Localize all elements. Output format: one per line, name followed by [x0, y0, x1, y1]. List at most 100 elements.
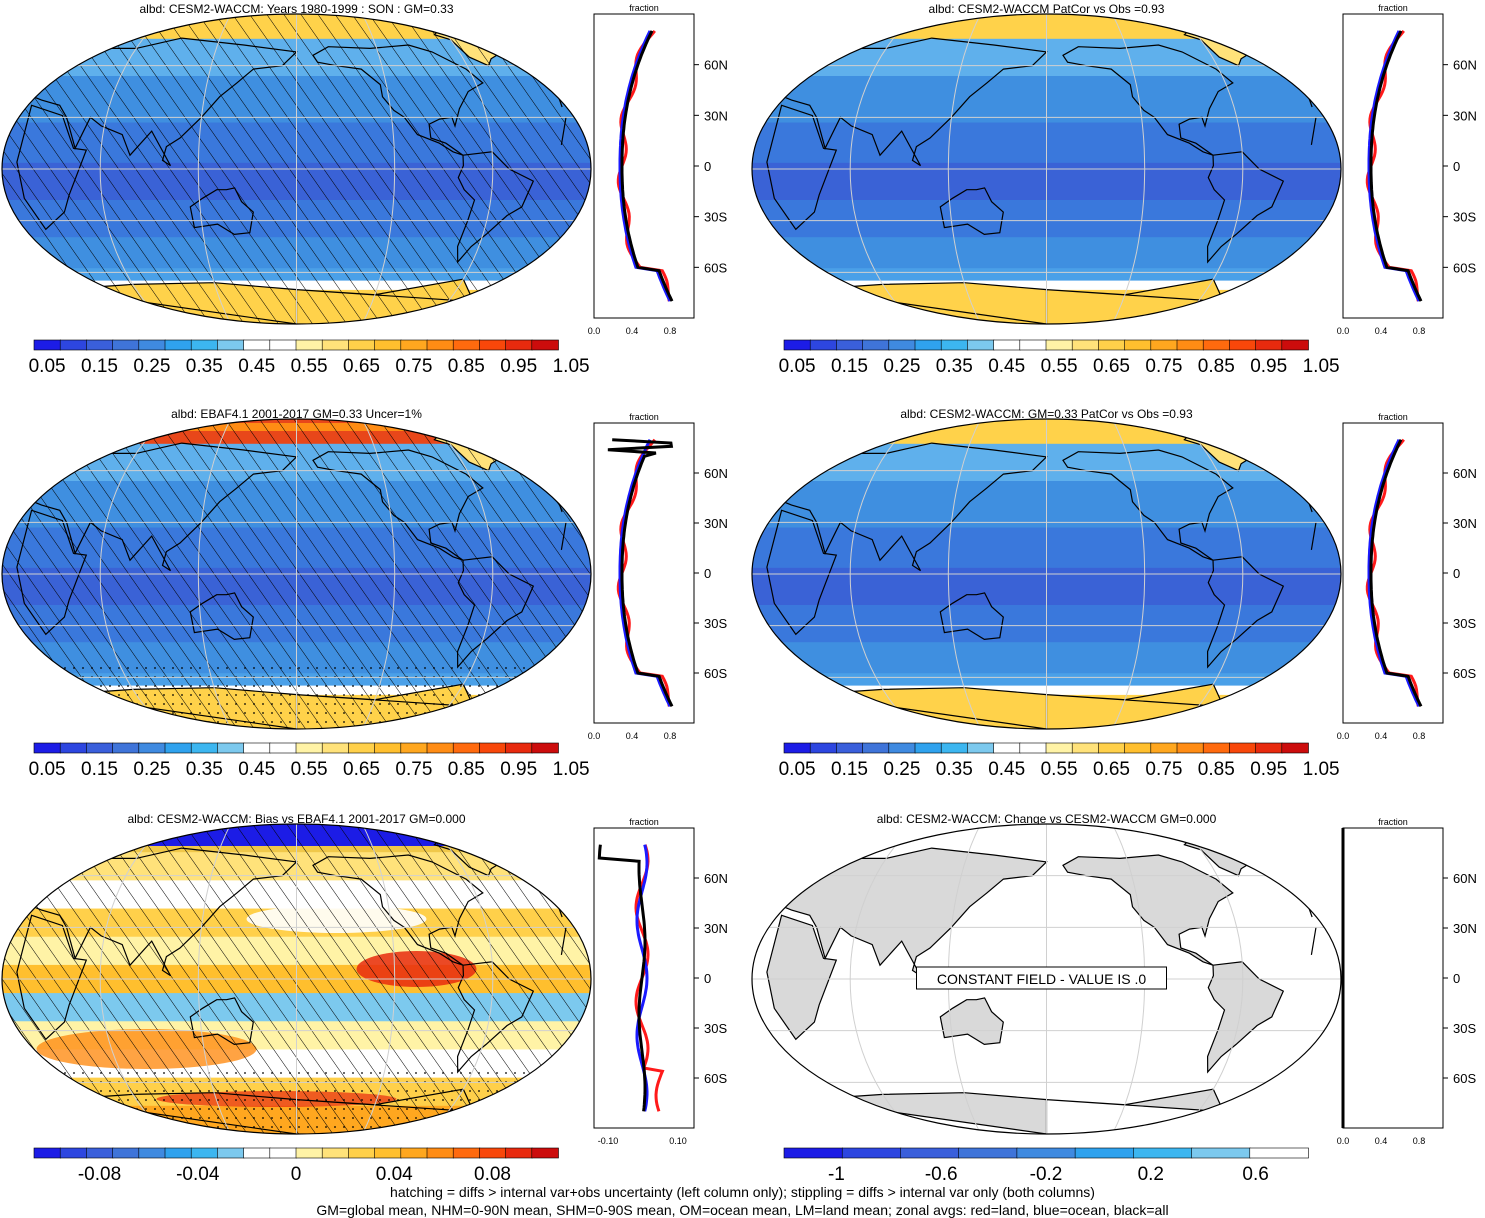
zonal-lat-label: 0	[1453, 971, 1460, 986]
colorbar-label: 0.85	[1198, 759, 1235, 780]
colorbar-swatch	[505, 742, 533, 754]
colorbar-label: 0.55	[1041, 759, 1078, 780]
colorbar-swatch	[1202, 742, 1231, 754]
colorbar-swatch	[426, 742, 455, 754]
colorbar-swatch	[138, 339, 166, 351]
zonal-x-tick: 0.0	[1337, 326, 1350, 336]
panel-title: albd: CESM2-WACCM: Change vs CESM2-WACCM…	[876, 812, 1217, 826]
colorbar-label: 0.25	[883, 356, 920, 377]
zonal-x-tick: 0.0	[1337, 731, 1350, 741]
zonal-lat-label: 30S	[1453, 210, 1476, 225]
coastline-africa	[16, 104, 567, 231]
zonal-x-tick: 0.8	[1413, 731, 1426, 741]
coastline-eurasia	[27, 442, 563, 572]
colorbar-swatch	[862, 339, 890, 351]
colorbar-swatch	[888, 742, 916, 754]
colorbar-label: 0.05	[779, 759, 816, 780]
colorbar-swatch	[1019, 339, 1047, 351]
colorbar-label: 0.45	[238, 356, 275, 377]
colorbar-label: 0.65	[1093, 759, 1130, 780]
colorbar-swatch	[452, 339, 481, 351]
coastline-greenland	[433, 25, 509, 67]
zonal-lat-label: 30N	[1453, 921, 1477, 936]
colorbar-swatch	[190, 339, 219, 351]
zonal-all-line	[1369, 30, 1423, 302]
colorbar-label: -1	[828, 1164, 845, 1185]
colorbar-label: 1.05	[1303, 356, 1340, 377]
zonal-lat-label: 60N	[1453, 871, 1477, 886]
zonal-ocean-line	[618, 439, 672, 707]
zonal-lat-label: 60S	[1453, 666, 1476, 681]
zonal-lat-label: 60S	[704, 666, 727, 681]
colorbar-label: 0.15	[831, 356, 868, 377]
colorbar-swatch	[531, 339, 559, 351]
coastline-greenland	[433, 430, 509, 472]
colorbar-label: 0.15	[81, 356, 118, 377]
colorbar-swatch	[1229, 742, 1257, 754]
colorbar-swatch	[269, 339, 297, 351]
coastline-greenland	[433, 835, 509, 877]
colorbar-label: 0.45	[988, 356, 1025, 377]
colorbar-swatch	[888, 339, 916, 351]
colorbar-swatch	[1255, 742, 1283, 754]
zonal-land-line	[1365, 29, 1420, 302]
coastline-samerica	[456, 556, 535, 669]
colorbar-label: 0.95	[500, 759, 537, 780]
colorbar-label: 0.35	[936, 759, 973, 780]
coastline-africa	[16, 509, 567, 636]
colorbar-label: 0.55	[291, 759, 328, 780]
coastline-eurasia	[777, 442, 1313, 572]
graticule	[2, 14, 591, 324]
colorbar-label: 0.08	[474, 1164, 511, 1185]
colorbar-label: -0.6	[925, 1164, 958, 1185]
coastline-australia	[189, 592, 254, 641]
colorbar-label: 0.05	[29, 759, 66, 780]
map-field	[2, 419, 591, 729]
zonal-lat-label: 0	[704, 159, 711, 174]
colorbar-swatch	[217, 1147, 245, 1159]
colorbar-swatch	[400, 742, 428, 754]
graticule	[2, 419, 591, 729]
zonal-x-tick: 0.8	[664, 326, 677, 336]
colorbar-label: 0.15	[831, 759, 868, 780]
map-field	[2, 14, 591, 324]
colorbar-swatch	[531, 1147, 559, 1159]
zonal-lat-label: 0	[1453, 159, 1460, 174]
coastline-eurasia	[27, 847, 563, 977]
colorbar-swatch	[348, 1147, 376, 1159]
zonal-all-line	[1369, 439, 1423, 707]
zonal-lat-label: 0	[704, 971, 711, 986]
colorbar-label: 0.85	[1198, 356, 1235, 377]
zonal-x-tick: 0.4	[626, 731, 639, 741]
coastline-antarctica	[55, 683, 475, 729]
colorbar-swatch	[374, 339, 402, 351]
colorbar-swatch	[243, 742, 271, 754]
coastline-samerica	[1206, 151, 1285, 264]
colorbar-swatch	[86, 339, 114, 351]
coastline-namerica	[1062, 449, 1234, 561]
colorbar-swatch	[1098, 339, 1126, 351]
colorbar-swatch	[809, 339, 838, 351]
colorbar-swatch	[164, 339, 193, 351]
colorbar-swatch	[426, 1147, 455, 1159]
map-field	[752, 419, 1341, 729]
colorbar: -0.08 -0.04 0 0.04 0.08	[33, 1147, 559, 1185]
colorbar-swatch	[1281, 339, 1309, 351]
colorbar-swatch	[1281, 742, 1309, 754]
colorbar-label: 1.05	[553, 759, 590, 780]
panel-title: albd: CESM2-WACCM: Bias vs EBAF4.1 2001-…	[127, 812, 466, 826]
zonal-axis-title: fraction	[629, 3, 659, 13]
colorbar-swatch	[86, 742, 114, 754]
colorbar: -1 -0.6 -0.2 0.2 0.6	[783, 1147, 1309, 1185]
colorbar-swatch	[86, 1147, 114, 1159]
colorbar-label: 0.35	[186, 356, 223, 377]
colorbar-swatch	[958, 1147, 1018, 1159]
colorbar-swatch	[269, 742, 297, 754]
colorbar-swatch	[1045, 339, 1074, 351]
colorbar-label: 0.25	[883, 759, 920, 780]
colorbar-swatch	[374, 742, 402, 754]
colorbar-label: 0.85	[448, 356, 485, 377]
colorbar-swatch	[1191, 1147, 1251, 1159]
zonal-lat-label: 30N	[1453, 108, 1477, 123]
